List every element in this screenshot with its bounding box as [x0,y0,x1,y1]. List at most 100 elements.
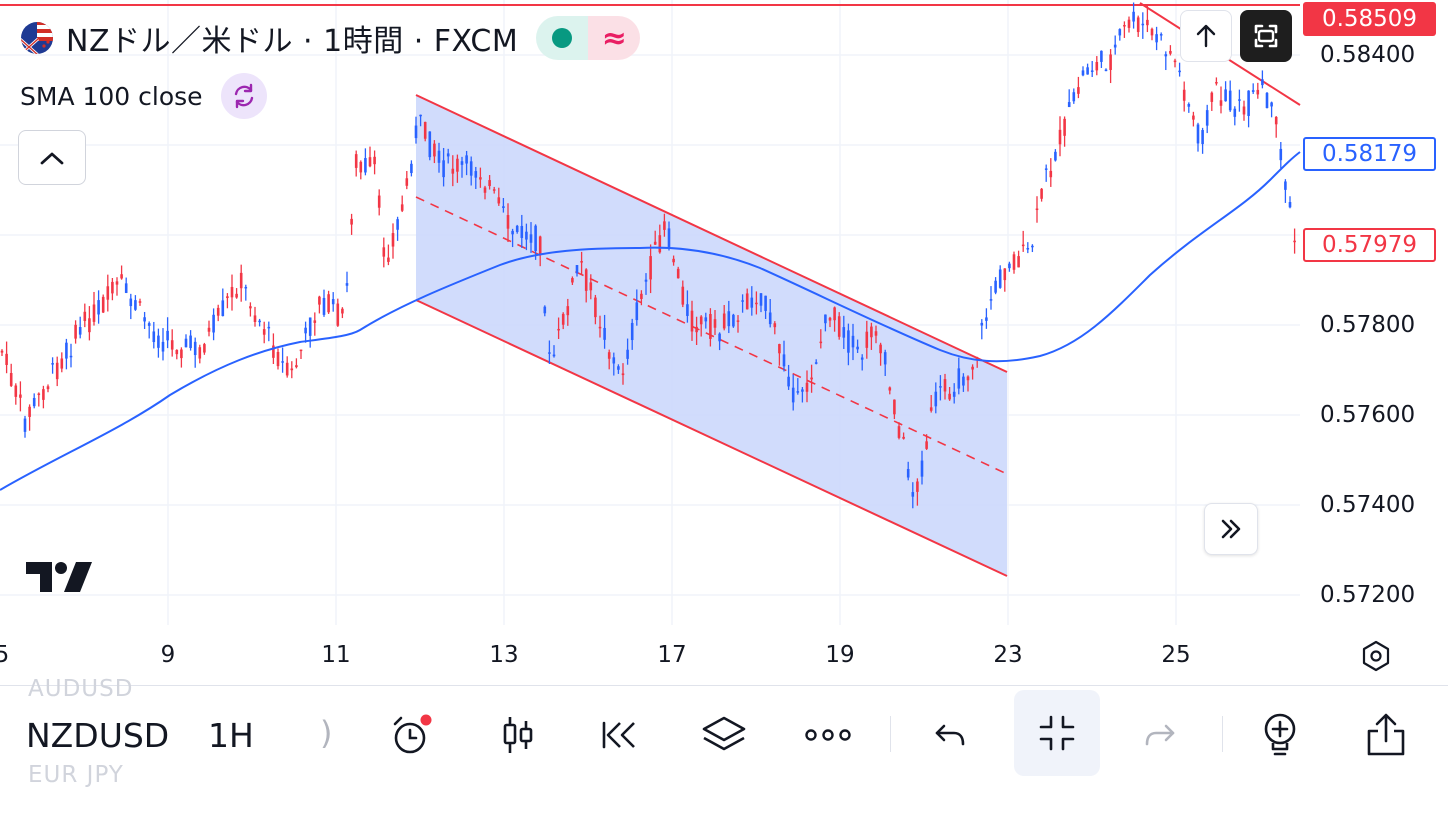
price-label: 0.57800 [1320,312,1416,338]
candle-body [552,354,556,357]
candle-body [161,341,165,352]
bottom-toolbar: AUDUSD NZDUSD EUR JPY 1H ) [0,676,1448,788]
candle-body [55,362,59,380]
candle-body [897,426,901,438]
chart-area[interactable]: NZドル／米ドル · 1時間 · FXCM ≈ SMA 100 close [0,0,1448,685]
more-button[interactable] [788,696,868,774]
layers-icon [702,716,746,751]
candle-body [341,308,344,314]
candle-body [952,391,956,397]
candle-body [32,397,36,407]
candle-body [916,481,919,492]
candle-body [1063,118,1066,136]
candle-body [124,283,128,293]
candle-body [1228,90,1232,111]
hexagon-settings-icon [1362,640,1390,672]
candle-body [391,233,395,247]
candle-body [736,320,740,322]
candle-body [538,236,542,256]
candle-body [672,258,675,263]
layers-button[interactable] [684,696,764,774]
candle-body [221,300,225,317]
candle-body [465,155,468,164]
candle-body [856,346,859,350]
candle-body [851,335,855,348]
collapse-legend-button[interactable] [18,130,86,185]
candle-body [115,281,119,285]
replay-button[interactable] [580,696,660,774]
candle-body [1247,90,1250,116]
candle-body [663,221,666,230]
candle-body [1109,54,1112,70]
candle-body [1159,34,1163,36]
go-to-realtime-button[interactable] [1204,503,1258,555]
candle-body [676,268,680,279]
candle-body [92,304,96,322]
candle-body [1293,240,1296,243]
candle-body [534,225,537,251]
price-label: 0.57200 [1320,582,1416,608]
interval-selector[interactable]: 1H [208,716,254,755]
candle-body [598,326,602,329]
candle-body [267,326,271,329]
symbol-selector[interactable]: NZDUSD [26,716,170,755]
scroll-to-top-button[interactable] [1180,10,1232,62]
chart-type-button[interactable] [478,696,558,774]
candle-body [373,156,376,165]
candle-body [529,234,533,243]
candle-body [667,228,671,248]
undo-button[interactable] [910,696,990,774]
candle-body [497,197,501,204]
candle-body [644,279,648,282]
chevron-up-icon [40,152,64,164]
candle-body [138,301,142,303]
candle-body [962,376,965,386]
candle-body [14,385,18,397]
chart-settings-button[interactable] [1356,636,1396,676]
refresh-icon[interactable] [220,73,267,119]
candle-body [1274,116,1278,125]
tradingview-logo[interactable] [26,560,92,594]
candle-body [111,281,114,294]
candle-body [971,366,974,370]
candle-body [51,363,54,365]
candle-body [1021,244,1025,247]
candles [0,2,1296,509]
candle-body [621,373,625,376]
add-indicator-button[interactable] [1240,696,1320,774]
candle-body [699,316,703,325]
candle-body [773,323,777,328]
redo-button[interactable] [1120,696,1200,774]
watchlist-next-symbol[interactable]: EUR JPY [28,762,124,788]
watchlist-prev-symbol[interactable]: AUDUSD [28,676,134,702]
candle-body [759,293,763,306]
candle-body [0,350,4,353]
market-status-pill[interactable]: ≈ [536,16,641,60]
candle-body [1081,70,1085,76]
candle-body [805,382,809,392]
candle-body [1173,60,1177,63]
chart-legend-title[interactable]: NZドル／米ドル · 1時間 · FXCM ≈ [20,16,641,60]
candle-body [566,306,570,316]
indicator-legend[interactable]: SMA 100 close [20,73,267,119]
candle-body [258,320,261,323]
candle-body [571,278,574,283]
share-button[interactable] [1346,696,1426,774]
time-label: 13 [489,642,519,668]
candle-body [1196,124,1200,144]
candle-body [1261,79,1264,86]
candle-body [479,177,482,180]
candle-body [308,317,312,336]
fullscreen-button[interactable] [1240,10,1292,62]
candle-body [883,352,887,365]
candle-body [920,460,924,477]
candle-body [626,349,629,359]
candle-body [828,317,832,321]
alert-button[interactable] [372,696,452,774]
exit-fullscreen-button[interactable] [1014,690,1100,776]
chart-canvas[interactable] [0,0,1448,685]
candle-body [1100,50,1103,62]
candle-body [989,299,993,301]
candle-body [801,389,804,392]
candle-body [1054,151,1057,161]
